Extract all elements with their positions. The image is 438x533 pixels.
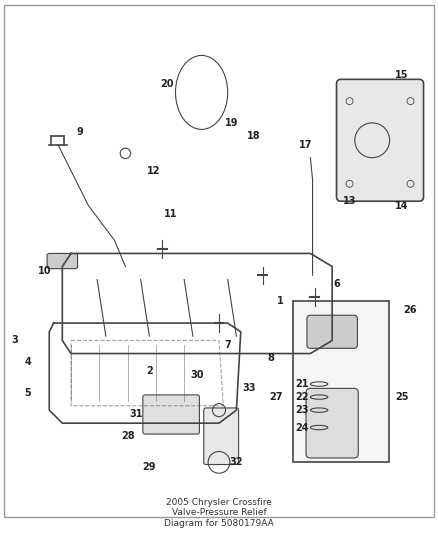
Text: 1: 1	[276, 296, 283, 306]
Text: 19: 19	[225, 118, 239, 128]
Text: 5: 5	[24, 387, 31, 398]
Text: 3: 3	[11, 335, 18, 345]
Text: 29: 29	[143, 462, 156, 472]
Text: 7: 7	[224, 340, 231, 350]
Text: 24: 24	[295, 423, 308, 433]
Text: 30: 30	[191, 370, 204, 381]
Text: 6: 6	[333, 279, 340, 289]
Text: 10: 10	[38, 266, 52, 276]
Text: 2: 2	[146, 366, 153, 376]
Text: 25: 25	[395, 392, 409, 402]
Text: 33: 33	[243, 383, 256, 393]
Text: 21: 21	[295, 379, 308, 389]
FancyBboxPatch shape	[47, 254, 78, 269]
Bar	[293, 301, 389, 462]
Text: 2005 Chrysler Crossfire
Valve-Pressure Relief
Diagram for 5080179AA: 2005 Chrysler Crossfire Valve-Pressure R…	[164, 498, 274, 528]
FancyBboxPatch shape	[336, 79, 424, 201]
Text: 23: 23	[295, 405, 308, 415]
Text: 9: 9	[76, 126, 83, 136]
Text: 15: 15	[395, 70, 409, 80]
Text: 28: 28	[121, 431, 134, 441]
Text: 13: 13	[343, 196, 357, 206]
FancyBboxPatch shape	[143, 395, 199, 434]
Text: 20: 20	[160, 79, 173, 88]
Text: 11: 11	[164, 209, 178, 219]
Text: 31: 31	[130, 409, 143, 419]
Text: 14: 14	[395, 200, 409, 211]
Text: 4: 4	[24, 357, 31, 367]
Text: 27: 27	[269, 392, 283, 402]
Text: 32: 32	[230, 457, 243, 467]
Text: 17: 17	[299, 140, 313, 150]
Text: 8: 8	[268, 353, 275, 363]
FancyBboxPatch shape	[306, 389, 358, 458]
Text: 12: 12	[147, 166, 160, 176]
Text: 26: 26	[404, 305, 417, 315]
Text: 22: 22	[295, 392, 308, 402]
FancyBboxPatch shape	[204, 408, 239, 465]
Text: 18: 18	[247, 131, 261, 141]
FancyBboxPatch shape	[307, 315, 357, 349]
